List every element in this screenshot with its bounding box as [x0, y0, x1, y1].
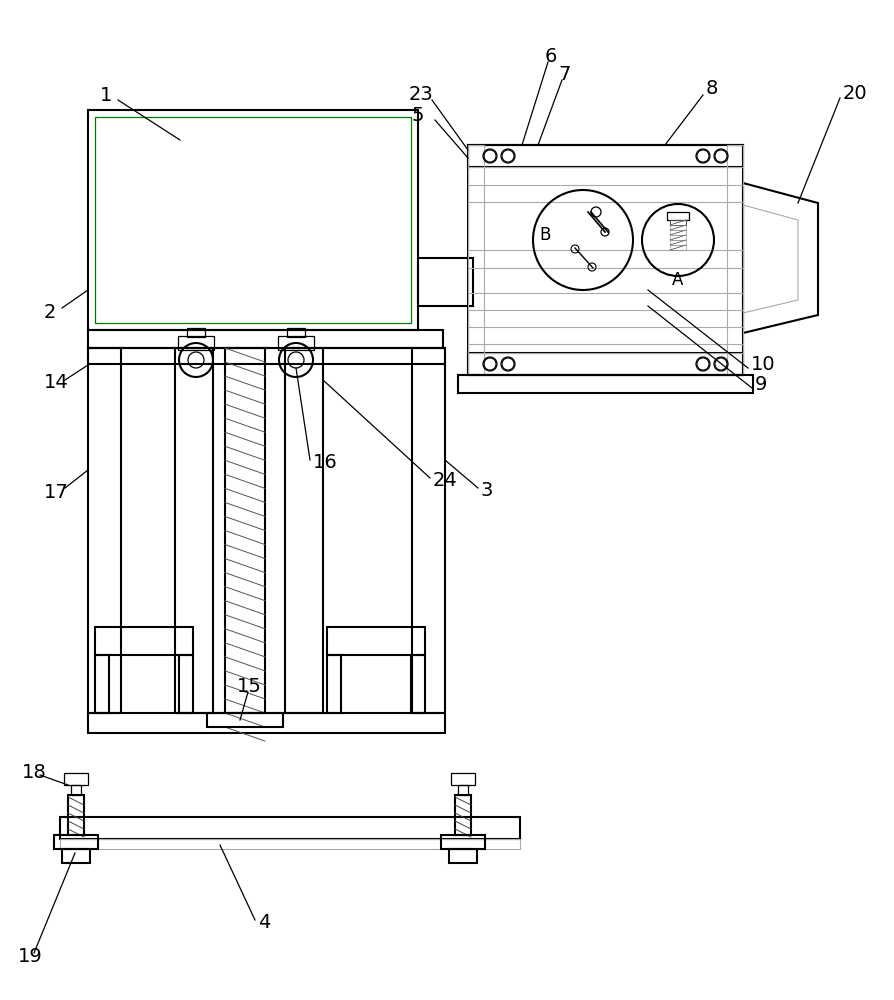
Bar — [88, 713, 444, 733]
Text: 20: 20 — [842, 84, 866, 103]
Bar — [666, 212, 688, 220]
Bar — [88, 348, 444, 364]
Bar — [179, 655, 193, 713]
Text: 1: 1 — [100, 86, 113, 105]
Bar — [88, 110, 417, 330]
Bar — [71, 785, 81, 795]
Text: 15: 15 — [237, 678, 262, 696]
Text: 23: 23 — [409, 85, 434, 104]
Bar — [95, 117, 410, 323]
Bar — [670, 245, 685, 250]
Bar — [670, 235, 685, 240]
Bar — [284, 348, 323, 713]
Bar — [68, 795, 84, 835]
Text: B: B — [539, 226, 550, 244]
Bar — [95, 655, 109, 713]
Bar — [726, 145, 742, 375]
Text: 18: 18 — [22, 764, 46, 782]
Bar — [60, 839, 519, 849]
Bar — [175, 348, 213, 713]
Text: 2: 2 — [44, 302, 56, 322]
Bar — [278, 336, 314, 350]
Bar — [54, 835, 97, 849]
Text: 4: 4 — [257, 913, 270, 932]
Bar — [458, 785, 468, 795]
Bar — [417, 258, 472, 306]
Bar — [62, 849, 90, 863]
Bar — [287, 328, 305, 337]
Text: 16: 16 — [313, 454, 337, 473]
Bar — [670, 220, 685, 225]
Text: A: A — [671, 271, 683, 289]
Bar — [88, 330, 443, 348]
Bar — [207, 713, 283, 727]
Bar — [670, 225, 685, 230]
Text: 10: 10 — [750, 356, 775, 374]
Text: 14: 14 — [44, 373, 69, 392]
Bar — [187, 328, 205, 337]
Text: 3: 3 — [480, 482, 493, 500]
Text: 5: 5 — [411, 106, 424, 125]
Text: 8: 8 — [705, 79, 718, 98]
Bar — [88, 348, 121, 713]
Bar — [670, 240, 685, 245]
Bar — [224, 348, 265, 713]
Bar — [458, 375, 752, 393]
Text: 17: 17 — [44, 483, 69, 502]
Bar — [454, 795, 470, 835]
Bar — [64, 773, 88, 785]
Bar — [468, 145, 484, 375]
Bar — [468, 250, 742, 268]
Bar — [449, 849, 477, 863]
Bar — [178, 336, 214, 350]
Text: 9: 9 — [755, 375, 766, 394]
Bar — [451, 773, 475, 785]
Bar — [60, 817, 519, 839]
Text: 19: 19 — [18, 947, 43, 966]
Bar — [410, 655, 425, 713]
Bar — [326, 655, 341, 713]
Bar — [468, 145, 742, 167]
Bar — [468, 353, 742, 375]
Bar — [468, 145, 742, 375]
Bar — [326, 627, 425, 655]
Text: 7: 7 — [557, 65, 569, 84]
Bar — [411, 348, 444, 713]
Text: 24: 24 — [433, 472, 457, 490]
Bar — [441, 835, 485, 849]
Text: 6: 6 — [544, 47, 557, 66]
Bar — [670, 230, 685, 235]
Bar — [95, 627, 193, 655]
Bar — [670, 220, 685, 225]
